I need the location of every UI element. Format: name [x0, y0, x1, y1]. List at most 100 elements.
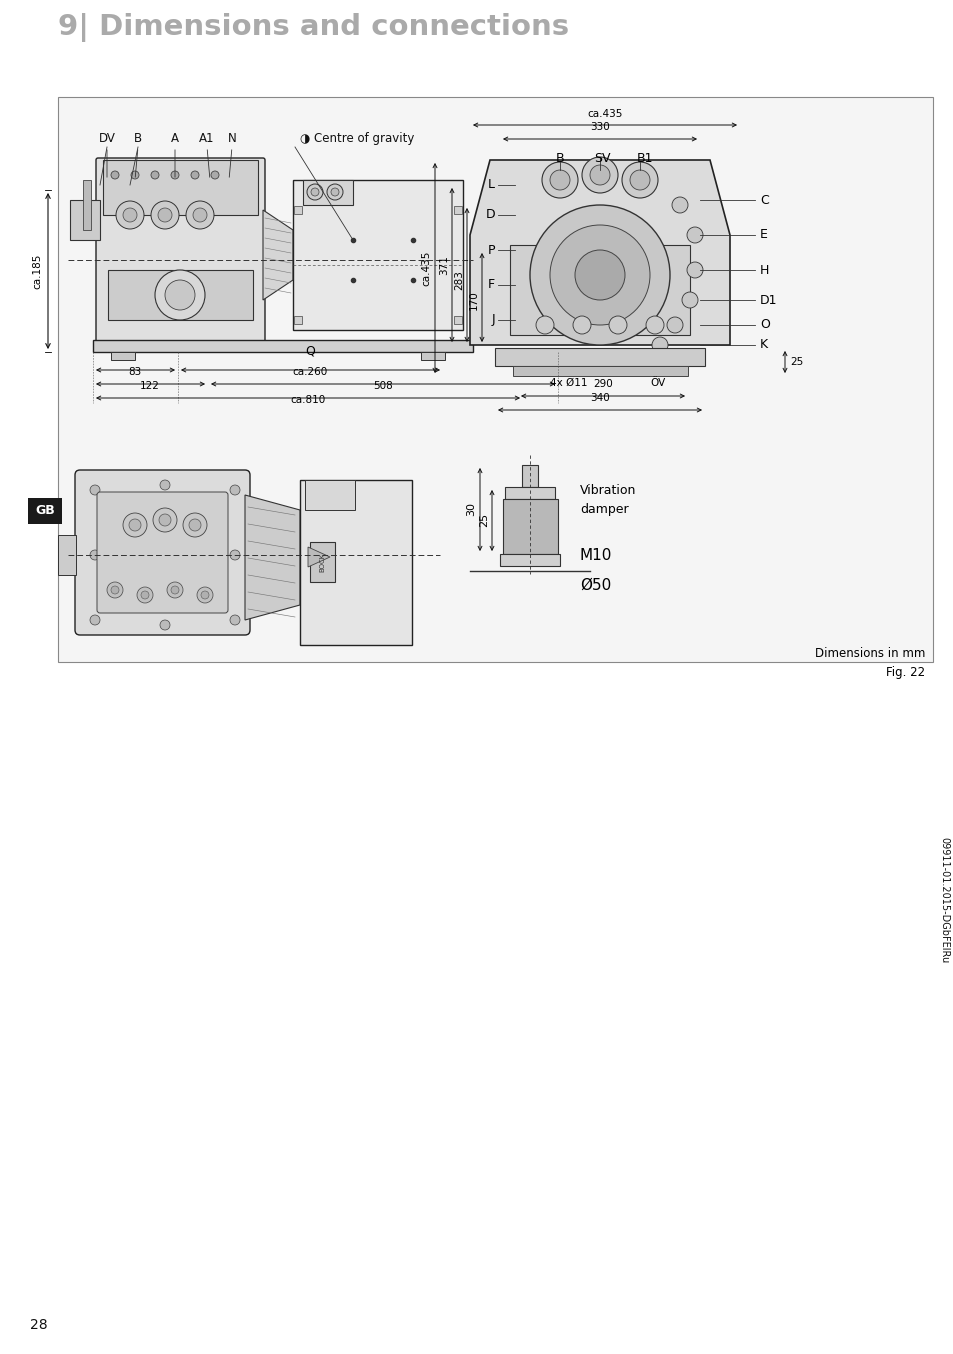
Circle shape [189, 519, 201, 531]
Circle shape [160, 481, 170, 490]
Circle shape [158, 209, 172, 222]
Text: C: C [760, 194, 768, 207]
Text: 283: 283 [454, 269, 463, 290]
Text: ÖV: ÖV [649, 378, 664, 389]
Circle shape [131, 171, 139, 179]
Polygon shape [245, 496, 299, 620]
Bar [310, 542, 335, 582]
Circle shape [90, 485, 100, 496]
Circle shape [530, 204, 669, 345]
Circle shape [171, 171, 179, 179]
Polygon shape [470, 160, 729, 345]
Circle shape [686, 227, 702, 242]
Text: 330: 330 [590, 122, 609, 131]
Circle shape [550, 225, 649, 325]
Text: M10: M10 [579, 547, 612, 562]
Circle shape [129, 519, 141, 531]
Circle shape [541, 162, 578, 198]
Circle shape [152, 508, 177, 532]
Circle shape [230, 550, 240, 561]
Text: J: J [491, 314, 495, 326]
Circle shape [608, 315, 626, 334]
Circle shape [331, 188, 338, 196]
Circle shape [111, 171, 119, 179]
Text: 4x Ø11: 4x Ø11 [550, 378, 587, 389]
Text: 9| Dimensions and connections: 9| Dimensions and connections [58, 14, 569, 42]
Text: H: H [760, 264, 768, 276]
FancyBboxPatch shape [96, 158, 265, 343]
FancyBboxPatch shape [75, 470, 250, 635]
Bar [111, 352, 135, 360]
Bar [83, 180, 91, 230]
Text: SV: SV [593, 152, 610, 165]
Text: 340: 340 [590, 393, 609, 403]
Text: Ø50: Ø50 [579, 578, 611, 593]
Circle shape [90, 615, 100, 626]
Circle shape [191, 171, 199, 179]
Bar [108, 269, 253, 320]
Bar [293, 180, 462, 330]
Text: 508: 508 [373, 380, 393, 391]
Circle shape [171, 586, 179, 594]
Text: E: E [760, 229, 767, 241]
Bar [58, 535, 76, 575]
Circle shape [167, 582, 183, 598]
Bar [70, 200, 100, 240]
Circle shape [123, 209, 137, 222]
Text: ca.435: ca.435 [420, 250, 431, 286]
Text: BOCK: BOCK [318, 552, 325, 571]
Bar [58, 97, 932, 662]
Circle shape [186, 200, 213, 229]
Bar [495, 348, 704, 366]
Polygon shape [308, 547, 330, 567]
Bar [305, 481, 355, 510]
Bar [504, 487, 555, 500]
Text: A: A [171, 131, 179, 145]
Circle shape [201, 590, 209, 598]
Circle shape [116, 200, 144, 229]
Bar [513, 366, 687, 376]
Text: ca.810: ca.810 [290, 395, 325, 405]
Bar [294, 206, 302, 214]
Text: O: O [760, 318, 769, 332]
Text: 170: 170 [469, 290, 478, 310]
Text: 290: 290 [593, 379, 612, 389]
Circle shape [165, 280, 194, 310]
Text: B1: B1 [636, 152, 653, 165]
Text: 83: 83 [129, 367, 141, 376]
Bar [510, 245, 689, 334]
Text: GB: GB [35, 505, 55, 517]
Circle shape [550, 171, 569, 190]
Circle shape [111, 586, 119, 594]
Text: F: F [487, 279, 495, 291]
Circle shape [589, 165, 609, 185]
Text: ca.435: ca.435 [587, 110, 622, 119]
Text: D: D [485, 209, 495, 222]
Text: 30: 30 [465, 502, 476, 516]
Circle shape [573, 315, 590, 334]
Circle shape [151, 171, 159, 179]
Bar [521, 464, 537, 487]
Text: DV: DV [98, 131, 115, 145]
Bar [294, 315, 302, 324]
Circle shape [196, 588, 213, 603]
Circle shape [193, 209, 207, 222]
Circle shape [671, 196, 687, 213]
Text: Dimensions in mm
Fig. 22: Dimensions in mm Fig. 22 [814, 647, 924, 678]
Text: ca.260: ca.260 [292, 367, 327, 376]
Circle shape [645, 315, 663, 334]
Text: P: P [487, 244, 495, 256]
Text: L: L [488, 179, 495, 191]
Circle shape [160, 620, 170, 630]
Circle shape [107, 582, 123, 598]
Circle shape [681, 292, 698, 307]
Text: ca.185: ca.185 [32, 253, 42, 288]
Bar [502, 500, 558, 554]
Circle shape [90, 550, 100, 561]
Circle shape [666, 317, 682, 333]
Polygon shape [263, 210, 293, 301]
Circle shape [686, 263, 702, 278]
Text: B: B [133, 131, 142, 145]
Text: D1: D1 [760, 294, 777, 306]
Circle shape [651, 337, 667, 353]
